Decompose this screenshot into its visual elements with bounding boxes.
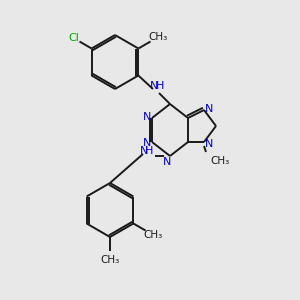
Text: N: N <box>150 81 158 91</box>
Text: Cl: Cl <box>68 33 79 43</box>
Text: N: N <box>205 104 213 114</box>
Text: H: H <box>156 81 164 91</box>
Text: CH₃: CH₃ <box>100 255 120 265</box>
Text: CH₃: CH₃ <box>149 32 168 42</box>
Text: CH₃: CH₃ <box>210 156 229 166</box>
Text: N: N <box>205 139 213 149</box>
Text: N: N <box>143 112 151 122</box>
Text: N: N <box>143 138 151 148</box>
Text: N: N <box>163 157 171 167</box>
Text: N: N <box>140 146 148 156</box>
Text: H: H <box>145 146 153 156</box>
Text: CH₃: CH₃ <box>144 230 163 240</box>
